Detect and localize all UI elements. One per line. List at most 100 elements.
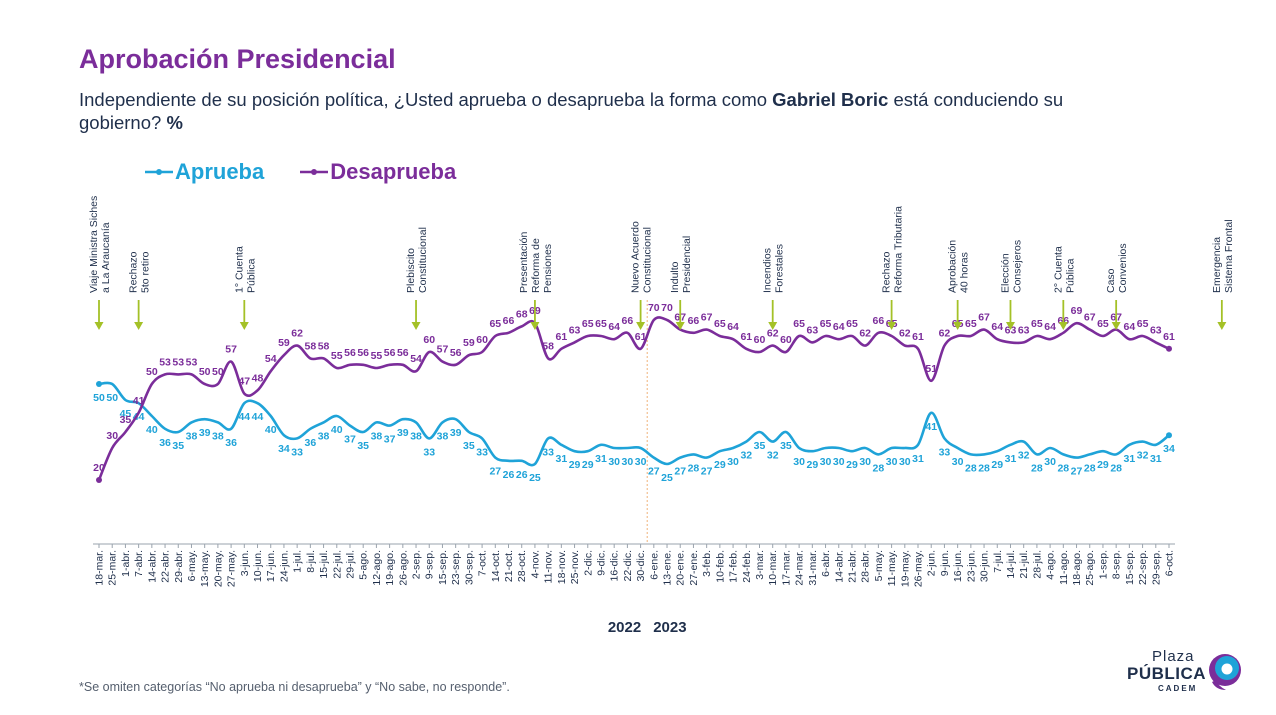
- data-label-aprueba: 29: [569, 459, 581, 471]
- data-label-desaprueba: 65: [965, 318, 977, 330]
- page-title: Aprobación Presidencial: [79, 44, 396, 74]
- x-axis-tick-label: 3-feb.: [701, 550, 713, 577]
- event-annotation-label: Elección: [999, 253, 1011, 293]
- x-axis-tick-label: 2-dic.: [582, 550, 594, 576]
- data-label-aprueba: 38: [410, 430, 422, 442]
- data-label-aprueba: 28: [965, 462, 977, 474]
- data-label-aprueba: 30: [1044, 456, 1056, 468]
- data-label-aprueba: 36: [305, 437, 317, 449]
- data-label-desaprueba: 64: [991, 321, 1003, 333]
- x-axis-tick-label: 30-jun.: [979, 550, 991, 582]
- x-axis-tick-label: 21-jul.: [1018, 550, 1030, 579]
- x-axis-tick-label: 22-jul.: [331, 550, 343, 579]
- x-axis-tick-label: 11-may.: [886, 550, 898, 586]
- x-axis-tick-label: 27-may.: [226, 550, 238, 587]
- event-annotation-label: 5to retiro: [140, 251, 152, 293]
- event-annotation-label: Indulto: [669, 261, 681, 293]
- x-axis-tick-label: 1-abr.: [120, 550, 132, 577]
- data-label-desaprueba: 70: [661, 302, 673, 314]
- x-axis-tick-label: 27-ene.: [688, 550, 700, 586]
- x-axis-tick-label: 20-ene.: [675, 550, 687, 586]
- legend-line-desaprueba-icon: [300, 169, 329, 175]
- x-axis-tick-label: 22-abr.: [160, 550, 172, 583]
- logo-cadem-text: CADEM: [1158, 684, 1198, 693]
- data-label-aprueba: 39: [397, 427, 409, 439]
- data-label-desaprueba: 64: [1124, 321, 1136, 333]
- data-label-aprueba: 44: [252, 411, 264, 423]
- event-annotation-label: Reforma de: [530, 238, 542, 293]
- data-label-aprueba: 27: [701, 466, 713, 478]
- data-label-aprueba: 32: [1018, 450, 1030, 462]
- data-label-aprueba: 30: [727, 456, 739, 468]
- x-axis-tick-label: 14-abr.: [833, 550, 845, 583]
- data-label-aprueba: 36: [225, 437, 237, 449]
- data-label-aprueba: 29: [714, 459, 726, 471]
- series-line-aprueba: [98, 381, 1170, 467]
- data-label-aprueba: 31: [595, 453, 607, 465]
- data-label-desaprueba: 60: [423, 334, 435, 346]
- data-label-desaprueba: 59: [463, 337, 475, 349]
- data-label-desaprueba: 63: [806, 324, 818, 336]
- data-label-aprueba: 40: [146, 424, 158, 436]
- data-label-aprueba: 28: [1084, 462, 1096, 474]
- legend-label-aprueba: Aprueba: [175, 159, 265, 184]
- data-label-desaprueba: 56: [384, 347, 396, 359]
- data-label-aprueba: 30: [635, 456, 647, 468]
- legend-item-aprueba: Aprueba: [145, 159, 264, 185]
- event-arrow-icon: [887, 322, 897, 330]
- event-annotation-label: Pública: [1064, 258, 1076, 293]
- data-label-desaprueba: 54: [265, 353, 277, 365]
- x-axis-tick-label: 22-sep.: [1137, 550, 1149, 585]
- event-annotation-label: Constitucional: [642, 227, 654, 293]
- data-label-desaprueba: 65: [595, 318, 607, 330]
- x-axis-tick-label: 9-dic.: [595, 550, 607, 576]
- x-axis-tick-label: 20-may.: [212, 550, 224, 587]
- x-axis-tick-label: 7-abr.: [133, 550, 145, 577]
- data-label-aprueba: 35: [754, 440, 766, 452]
- x-axis-tick-label: 7-jul.: [992, 550, 1004, 573]
- logo-publica-text: PÚBLICA: [1127, 664, 1207, 683]
- data-label-aprueba: 30: [820, 456, 832, 468]
- data-label-aprueba: 50: [93, 392, 105, 404]
- data-label-aprueba: 31: [1005, 453, 1017, 465]
- data-label-aprueba: 33: [476, 446, 488, 458]
- data-label-desaprueba: 58: [542, 340, 554, 352]
- data-label-desaprueba: 35: [120, 414, 132, 426]
- x-axis-tick-label: 3-jun.: [239, 550, 251, 576]
- event-annotation-label: Reforma Tributaria: [893, 206, 905, 293]
- x-axis-tick-label: 10-mar.: [767, 550, 779, 586]
- x-axis-tick-label: 10-jun.: [252, 550, 264, 582]
- data-label-desaprueba: 53: [172, 356, 184, 368]
- data-label-aprueba: 31: [556, 453, 568, 465]
- data-label-desaprueba: 66: [622, 315, 634, 327]
- data-label-desaprueba: 54: [410, 353, 422, 365]
- data-label-aprueba: 30: [899, 456, 911, 468]
- data-label-desaprueba: 66: [873, 315, 885, 327]
- data-label-aprueba: 30: [833, 456, 845, 468]
- question-subtitle: Independiente de su posición política, ¿…: [79, 88, 1079, 134]
- x-axis-tick-label: 6-may.: [186, 550, 198, 581]
- x-axis-tick-label: 18-nov.: [556, 550, 568, 584]
- data-label-desaprueba: 60: [476, 334, 488, 346]
- data-label-aprueba: 31: [1150, 453, 1162, 465]
- data-label-aprueba: 38: [212, 430, 224, 442]
- data-label-aprueba: 45: [120, 408, 132, 420]
- data-label-aprueba: 27: [674, 466, 686, 478]
- year-label-2022: 2022: [608, 619, 641, 636]
- x-axis-tick-label: 16-jun.: [952, 550, 964, 582]
- data-label-desaprueba: 58: [305, 340, 317, 352]
- event-annotation-label: 2° Cuenta: [1052, 246, 1064, 293]
- data-label-aprueba: 50: [106, 392, 118, 404]
- data-label-desaprueba: 68: [516, 308, 528, 320]
- x-axis-tick-label: 18-ago.: [1071, 550, 1083, 586]
- data-label-desaprueba: 62: [899, 328, 911, 340]
- data-label-aprueba: 33: [423, 446, 435, 458]
- x-axis-tick-label: 24-mar.: [794, 550, 806, 586]
- data-label-desaprueba: 58: [318, 340, 330, 352]
- event-annotation-label: Nuevo Acuerdo: [630, 221, 642, 293]
- data-label-desaprueba: 67: [978, 312, 990, 324]
- data-label-aprueba: 37: [344, 434, 356, 446]
- data-label-desaprueba: 30: [106, 430, 118, 442]
- x-axis-tick-label: 21-oct.: [503, 550, 515, 582]
